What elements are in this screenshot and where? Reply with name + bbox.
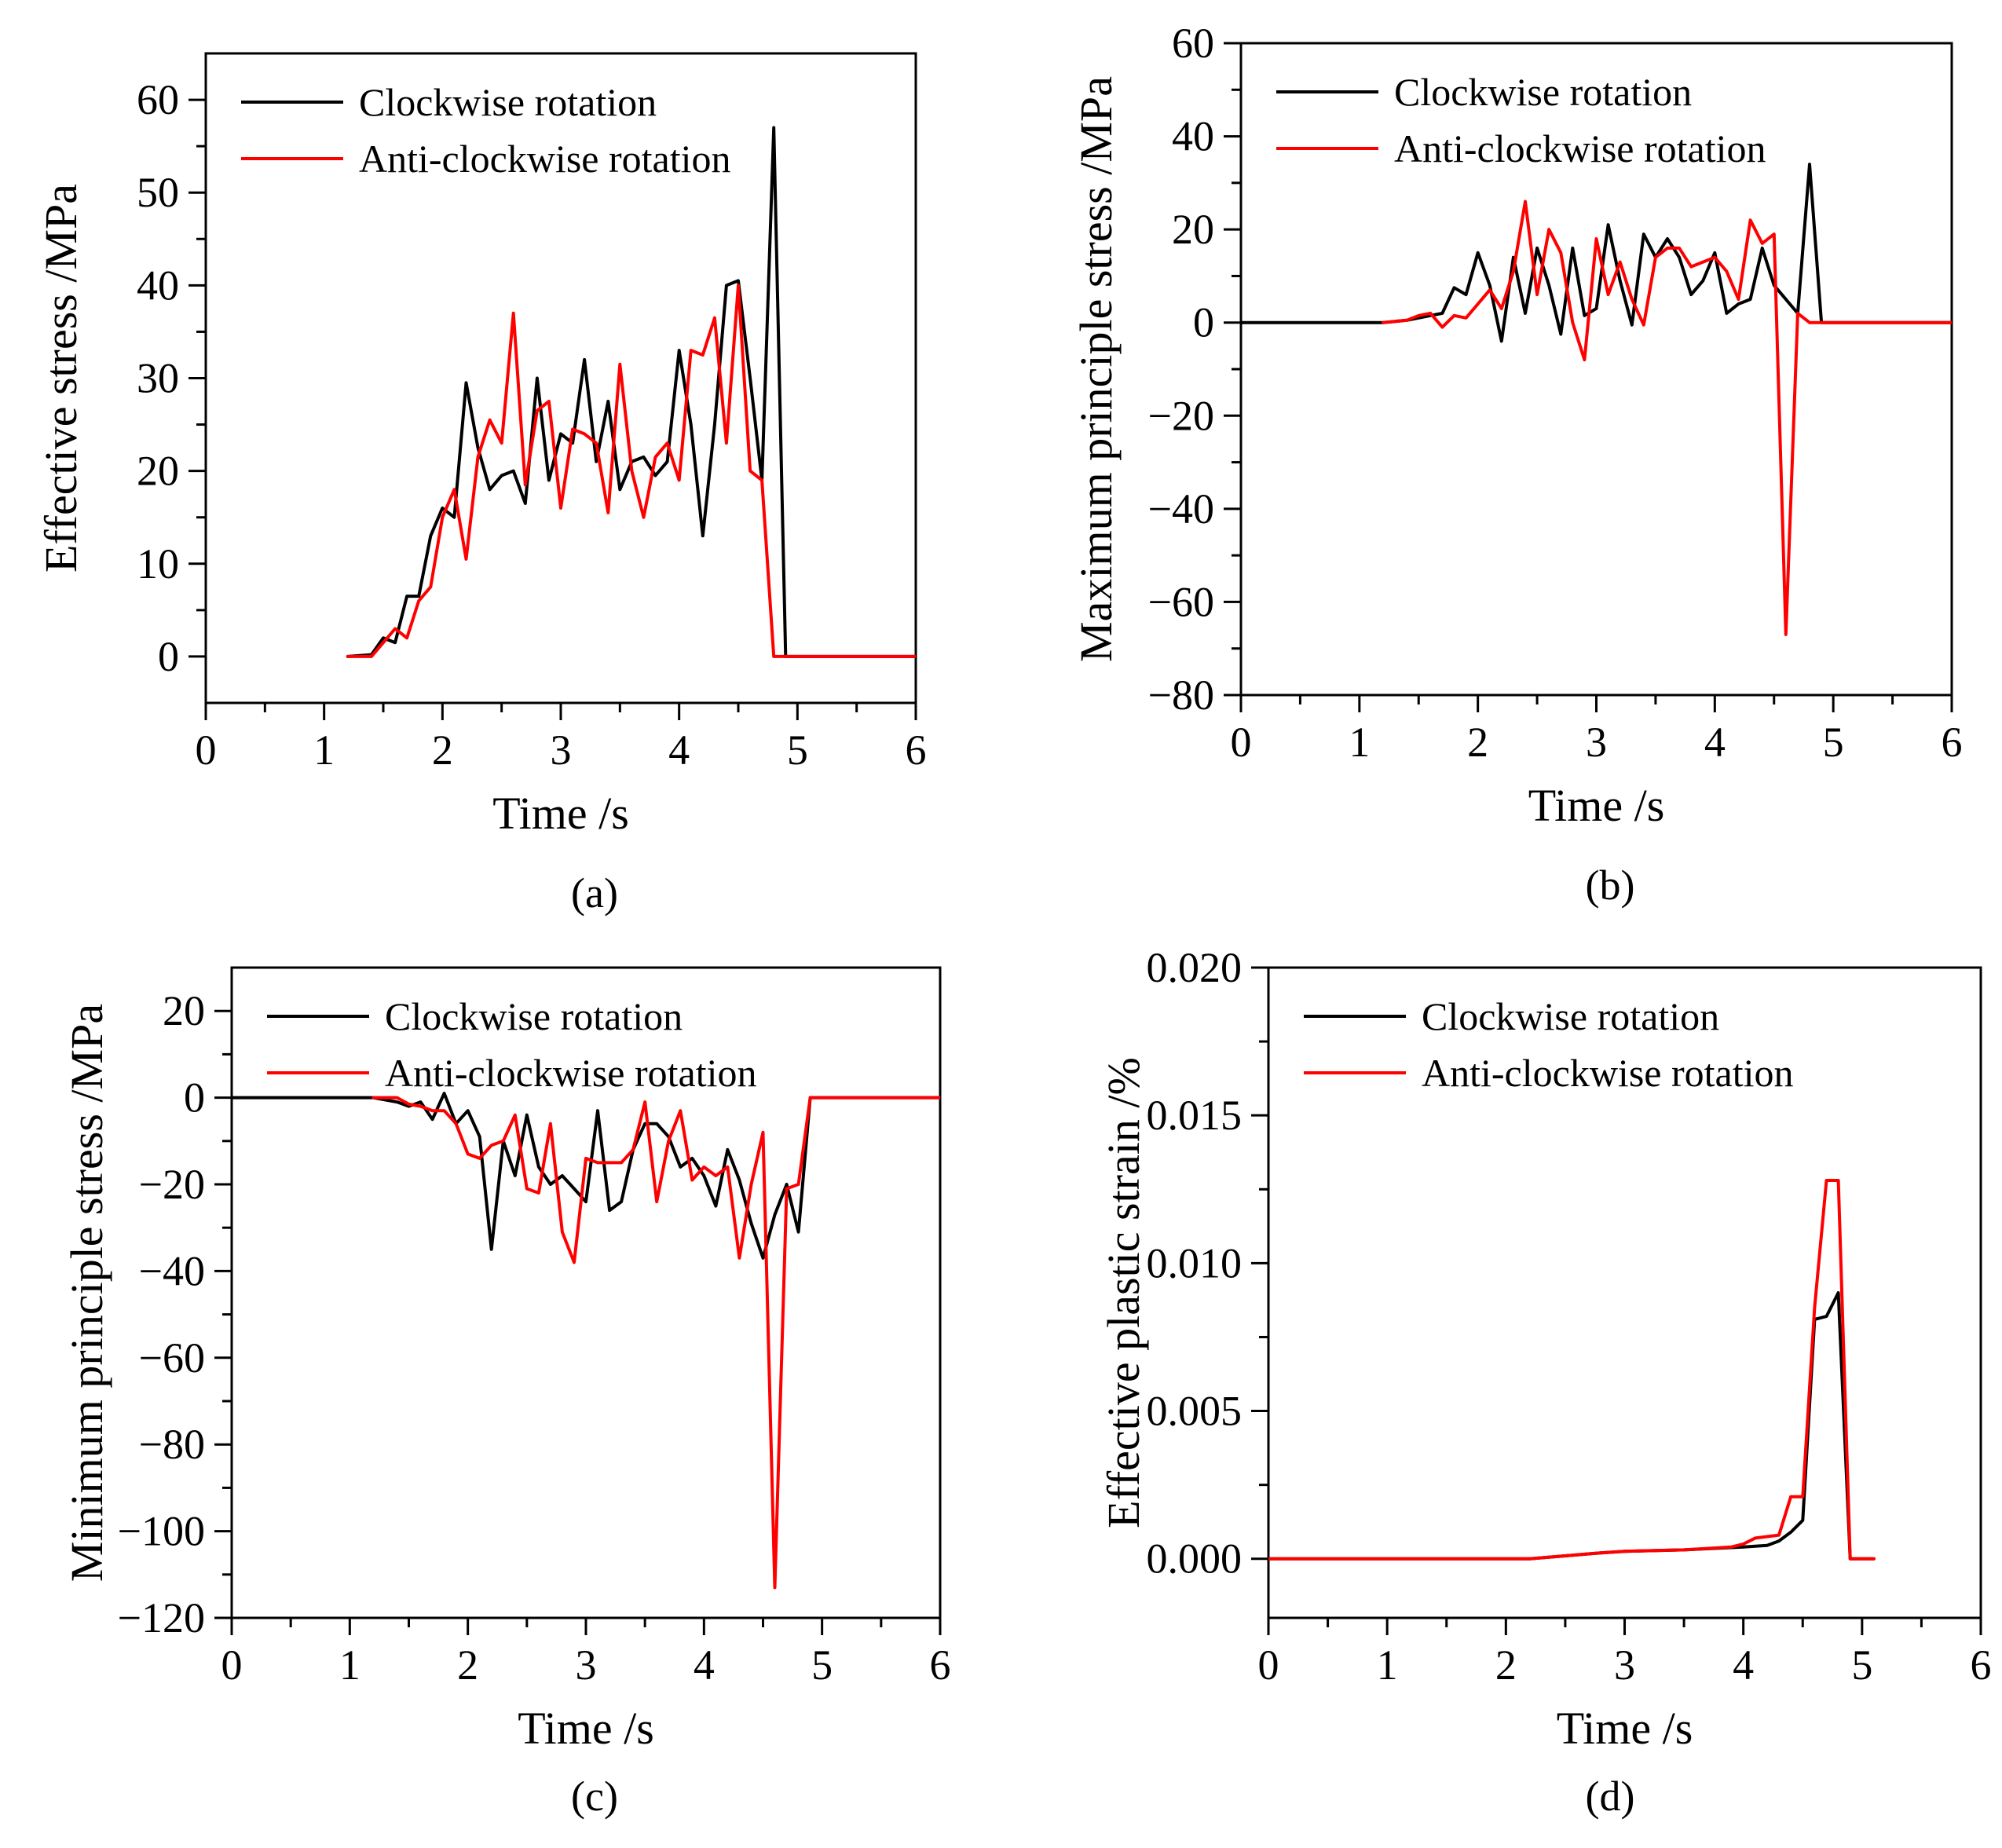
x-tick-label: 3 <box>1614 1641 1635 1689</box>
y-tick-label: −80 <box>1148 672 1214 719</box>
x-tick-label: 4 <box>1704 719 1726 766</box>
legend-label: Anti-clockwise rotation <box>1394 126 1766 170</box>
y-tick-label: 50 <box>137 169 179 216</box>
legend: Clockwise rotation Anti-clockwise rotatio… <box>1304 994 1794 1095</box>
y-tick-label: 20 <box>163 987 205 1034</box>
x-tick-label: 2 <box>1467 719 1488 766</box>
legend-label: Clockwise rotation <box>359 80 657 124</box>
y-tick-label: 0 <box>184 1074 205 1122</box>
y-tick-label: −60 <box>139 1334 205 1381</box>
x-axis-title: Time /s <box>518 1703 654 1754</box>
x-tick-label: 0 <box>1231 719 1252 766</box>
y-tick-label: 0 <box>158 633 179 680</box>
x-tick-label: 6 <box>906 726 927 774</box>
y-tick-label: 0.020 <box>1147 944 1243 991</box>
series-line-clockwise <box>232 1092 940 1260</box>
x-tick-label: 2 <box>457 1641 478 1689</box>
series-line-clockwise <box>1241 163 1952 343</box>
y-tick-label: −100 <box>118 1508 205 1555</box>
series-line-clockwise <box>346 126 916 658</box>
y-tick-label: 20 <box>137 448 179 495</box>
legend-label: Anti-clockwise rotation <box>385 1051 757 1095</box>
panel-caption: (b) <box>1586 862 1635 909</box>
y-tick-label: 20 <box>1172 206 1214 253</box>
chart-panel-d: 0 1 2 3 4 5 6 0.000 0.005 0.010 0.015 0.020 Clockwis… <box>1098 944 1992 1820</box>
y-axis-title: Effective stress /MPa <box>35 184 86 573</box>
legend: Clockwise rotation Anti-clockwise rotatio… <box>1276 70 1766 170</box>
y-tick-label: −60 <box>1148 578 1214 625</box>
x-tick-label: 5 <box>1851 1641 1872 1689</box>
x-tick-label: 6 <box>930 1641 951 1689</box>
legend-label: Clockwise rotation <box>1394 70 1692 114</box>
legend: Clockwise rotation Anti-clockwise rotatio… <box>241 80 731 181</box>
legend: Clockwise rotation Anti-clockwise rotatio… <box>267 994 757 1095</box>
x-tick-label: 3 <box>576 1641 597 1689</box>
x-tick-label: 0 <box>1258 1641 1279 1689</box>
panel-caption: (d) <box>1586 1773 1635 1820</box>
x-tick-label: 5 <box>787 726 808 774</box>
panel-caption: (a) <box>571 869 618 917</box>
y-tick-label: 10 <box>137 540 179 587</box>
legend-label: Anti-clockwise rotation <box>1422 1051 1794 1095</box>
y-tick-label: 0.005 <box>1147 1388 1243 1435</box>
chart-panel-b: 0 1 2 3 4 5 6 −80 −60 −40 −20 0 20 40 60 Clockwise rota… <box>1071 20 1963 909</box>
x-tick-label: 4 <box>694 1641 715 1689</box>
y-tick-label: 40 <box>137 262 179 309</box>
x-axis-title: Time /s <box>492 788 629 839</box>
x-tick-label: 3 <box>1586 719 1607 766</box>
series-line-anti-clockwise <box>1382 199 1952 636</box>
y-tick-label: 60 <box>137 76 179 123</box>
y-tick-label: −20 <box>1148 392 1214 439</box>
x-tick-label: 1 <box>1377 1641 1398 1689</box>
legend-label: Clockwise rotation <box>385 994 683 1038</box>
series-line-anti-clockwise <box>371 1096 940 1590</box>
x-tick-label: 6 <box>1971 1641 1992 1689</box>
y-tick-label: −80 <box>139 1421 205 1468</box>
y-tick-label: 0.010 <box>1147 1239 1243 1286</box>
x-tick-label: 0 <box>221 1641 243 1689</box>
x-tick-label: 4 <box>1733 1641 1754 1689</box>
y-axis-title: Minimum principle stress /MPa <box>61 1004 112 1582</box>
x-tick-label: 2 <box>1495 1641 1517 1689</box>
x-tick-label: 4 <box>668 726 690 774</box>
x-tick-label: 5 <box>1823 719 1844 766</box>
y-tick-label: 0.000 <box>1147 1535 1243 1583</box>
y-axis-title: Effective plastic strain /% <box>1098 1057 1149 1528</box>
y-tick-label: 40 <box>1172 113 1214 160</box>
x-tick-label: 0 <box>196 726 217 774</box>
y-tick-label: 30 <box>137 355 179 402</box>
series-line-anti-clockwise <box>346 284 916 658</box>
x-tick-label: 1 <box>339 1641 361 1689</box>
y-tick-label: 0 <box>1193 299 1214 346</box>
y-tick-label: −120 <box>118 1594 205 1641</box>
y-tick-label: −40 <box>1148 485 1214 532</box>
y-tick-label: −20 <box>139 1161 205 1208</box>
x-tick-label: 1 <box>1349 719 1370 766</box>
x-tick-label: 2 <box>432 726 453 774</box>
chart-panel-c: 0 1 2 3 4 5 6 −120 −100 −80 −60 −40 −20 0 20 Clockwise … <box>61 966 951 1820</box>
x-tick-label: 5 <box>811 1641 833 1689</box>
x-axis-title: Time /s <box>1528 780 1665 831</box>
y-tick-label: −40 <box>139 1247 205 1294</box>
panel-caption: (c) <box>571 1773 618 1820</box>
y-axis-title: Maximum principle stress /MPa <box>1071 76 1122 662</box>
x-tick-label: 1 <box>313 726 335 774</box>
x-tick-label: 6 <box>1942 719 1963 766</box>
y-tick-label: 60 <box>1172 20 1214 67</box>
x-axis-title: Time /s <box>1557 1703 1693 1754</box>
legend-label: Clockwise rotation <box>1422 994 1719 1038</box>
x-tick-label: 3 <box>551 726 572 774</box>
series-line-anti-clockwise <box>1268 1179 1876 1561</box>
legend-label: Anti-clockwise rotation <box>359 137 731 181</box>
y-tick-label: 0.015 <box>1147 1092 1243 1139</box>
